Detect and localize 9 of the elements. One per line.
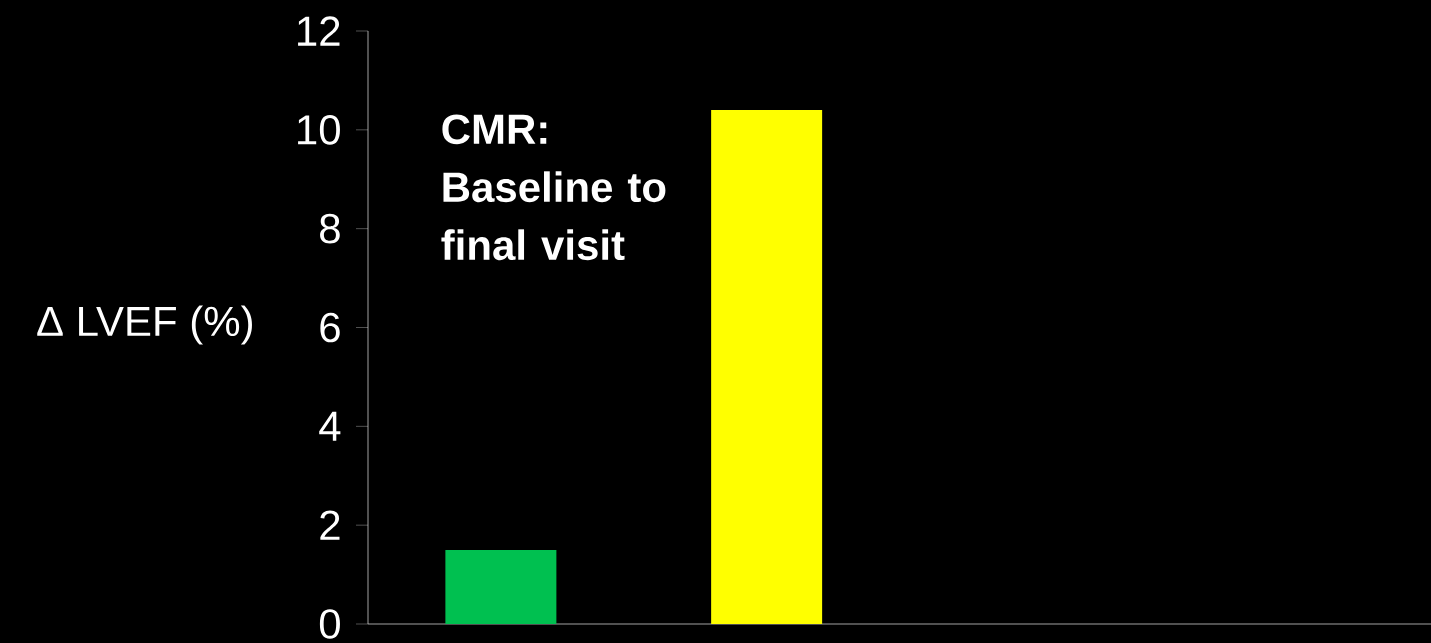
y-axis-title: Δ LVEF (%) (37, 305, 252, 345)
y-tick-label: 12 (298, 16, 340, 46)
y-tick-label: 0 (319, 609, 340, 639)
y-tick-label: 10 (298, 114, 340, 145)
y-tick-label: 2 (320, 510, 340, 540)
y-tick-label: 4 (319, 411, 341, 441)
y-tick-label: 8 (320, 213, 340, 244)
annotation: CMR: Baseline to final visit (441, 114, 666, 261)
y-tick-label: 6 (320, 312, 340, 343)
